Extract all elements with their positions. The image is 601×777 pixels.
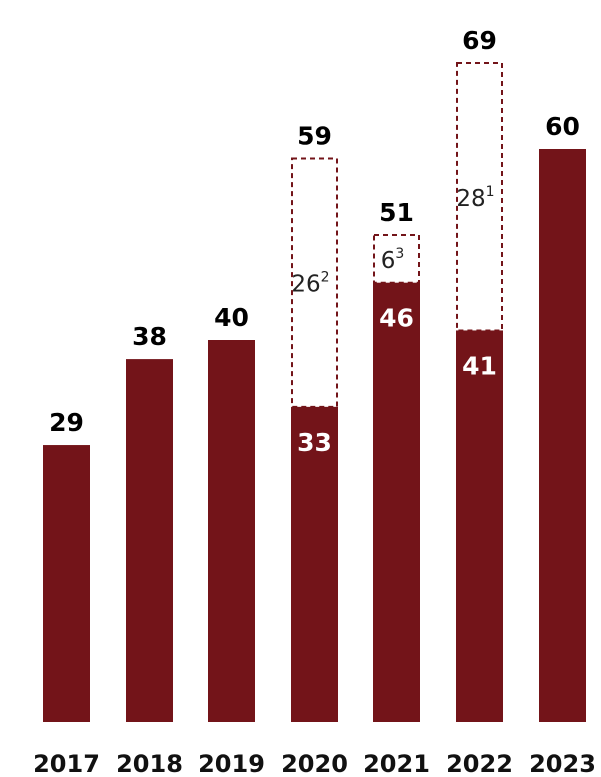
dashed-value-label-2020: 262 — [291, 270, 329, 298]
inner-value-label-2021: 46 — [379, 304, 414, 333]
dashed-segment-2020 — [291, 157, 338, 408]
category-label-2023: 2023 — [529, 750, 596, 777]
bar-2017 — [43, 445, 90, 722]
bar-2022 — [456, 330, 503, 722]
category-label-2020: 2020 — [281, 750, 348, 777]
total-value-label-2020: 59 — [297, 122, 332, 151]
total-value-label-2019: 40 — [214, 303, 249, 332]
total-value-label-2022: 69 — [462, 26, 497, 55]
dashed-value-label-2021: 63 — [381, 246, 405, 274]
total-value-label-2017: 29 — [49, 408, 84, 437]
total-value-label-2021: 51 — [379, 198, 414, 227]
category-label-2019: 2019 — [198, 750, 265, 777]
dashed-segment-2022 — [456, 62, 503, 332]
category-label-2021: 2021 — [363, 750, 430, 777]
footnote-marker-2021: 3 — [395, 246, 404, 262]
category-label-2018: 2018 — [116, 750, 183, 777]
inner-value-label-2020: 33 — [297, 428, 332, 457]
bar-2018 — [126, 359, 173, 722]
dashed-value-2020: 26 — [291, 272, 320, 298]
bar-2021 — [373, 282, 420, 722]
inner-value-label-2022: 41 — [462, 351, 497, 380]
total-value-label-2023: 60 — [545, 112, 580, 141]
total-value-label-2018: 38 — [132, 322, 167, 351]
footnote-marker-2020: 2 — [321, 270, 330, 286]
dashed-value-2021: 6 — [381, 248, 396, 274]
category-label-2022: 2022 — [446, 750, 513, 777]
bar-2019 — [208, 340, 255, 722]
bar-2023 — [539, 149, 586, 722]
dashed-value-label-2022: 281 — [456, 184, 494, 212]
dashed-value-2022: 28 — [456, 186, 485, 212]
category-label-2017: 2017 — [33, 750, 100, 777]
dashed-segment-2021 — [373, 233, 420, 284]
footnote-marker-2022: 1 — [486, 184, 495, 200]
bar-2020 — [291, 406, 338, 722]
